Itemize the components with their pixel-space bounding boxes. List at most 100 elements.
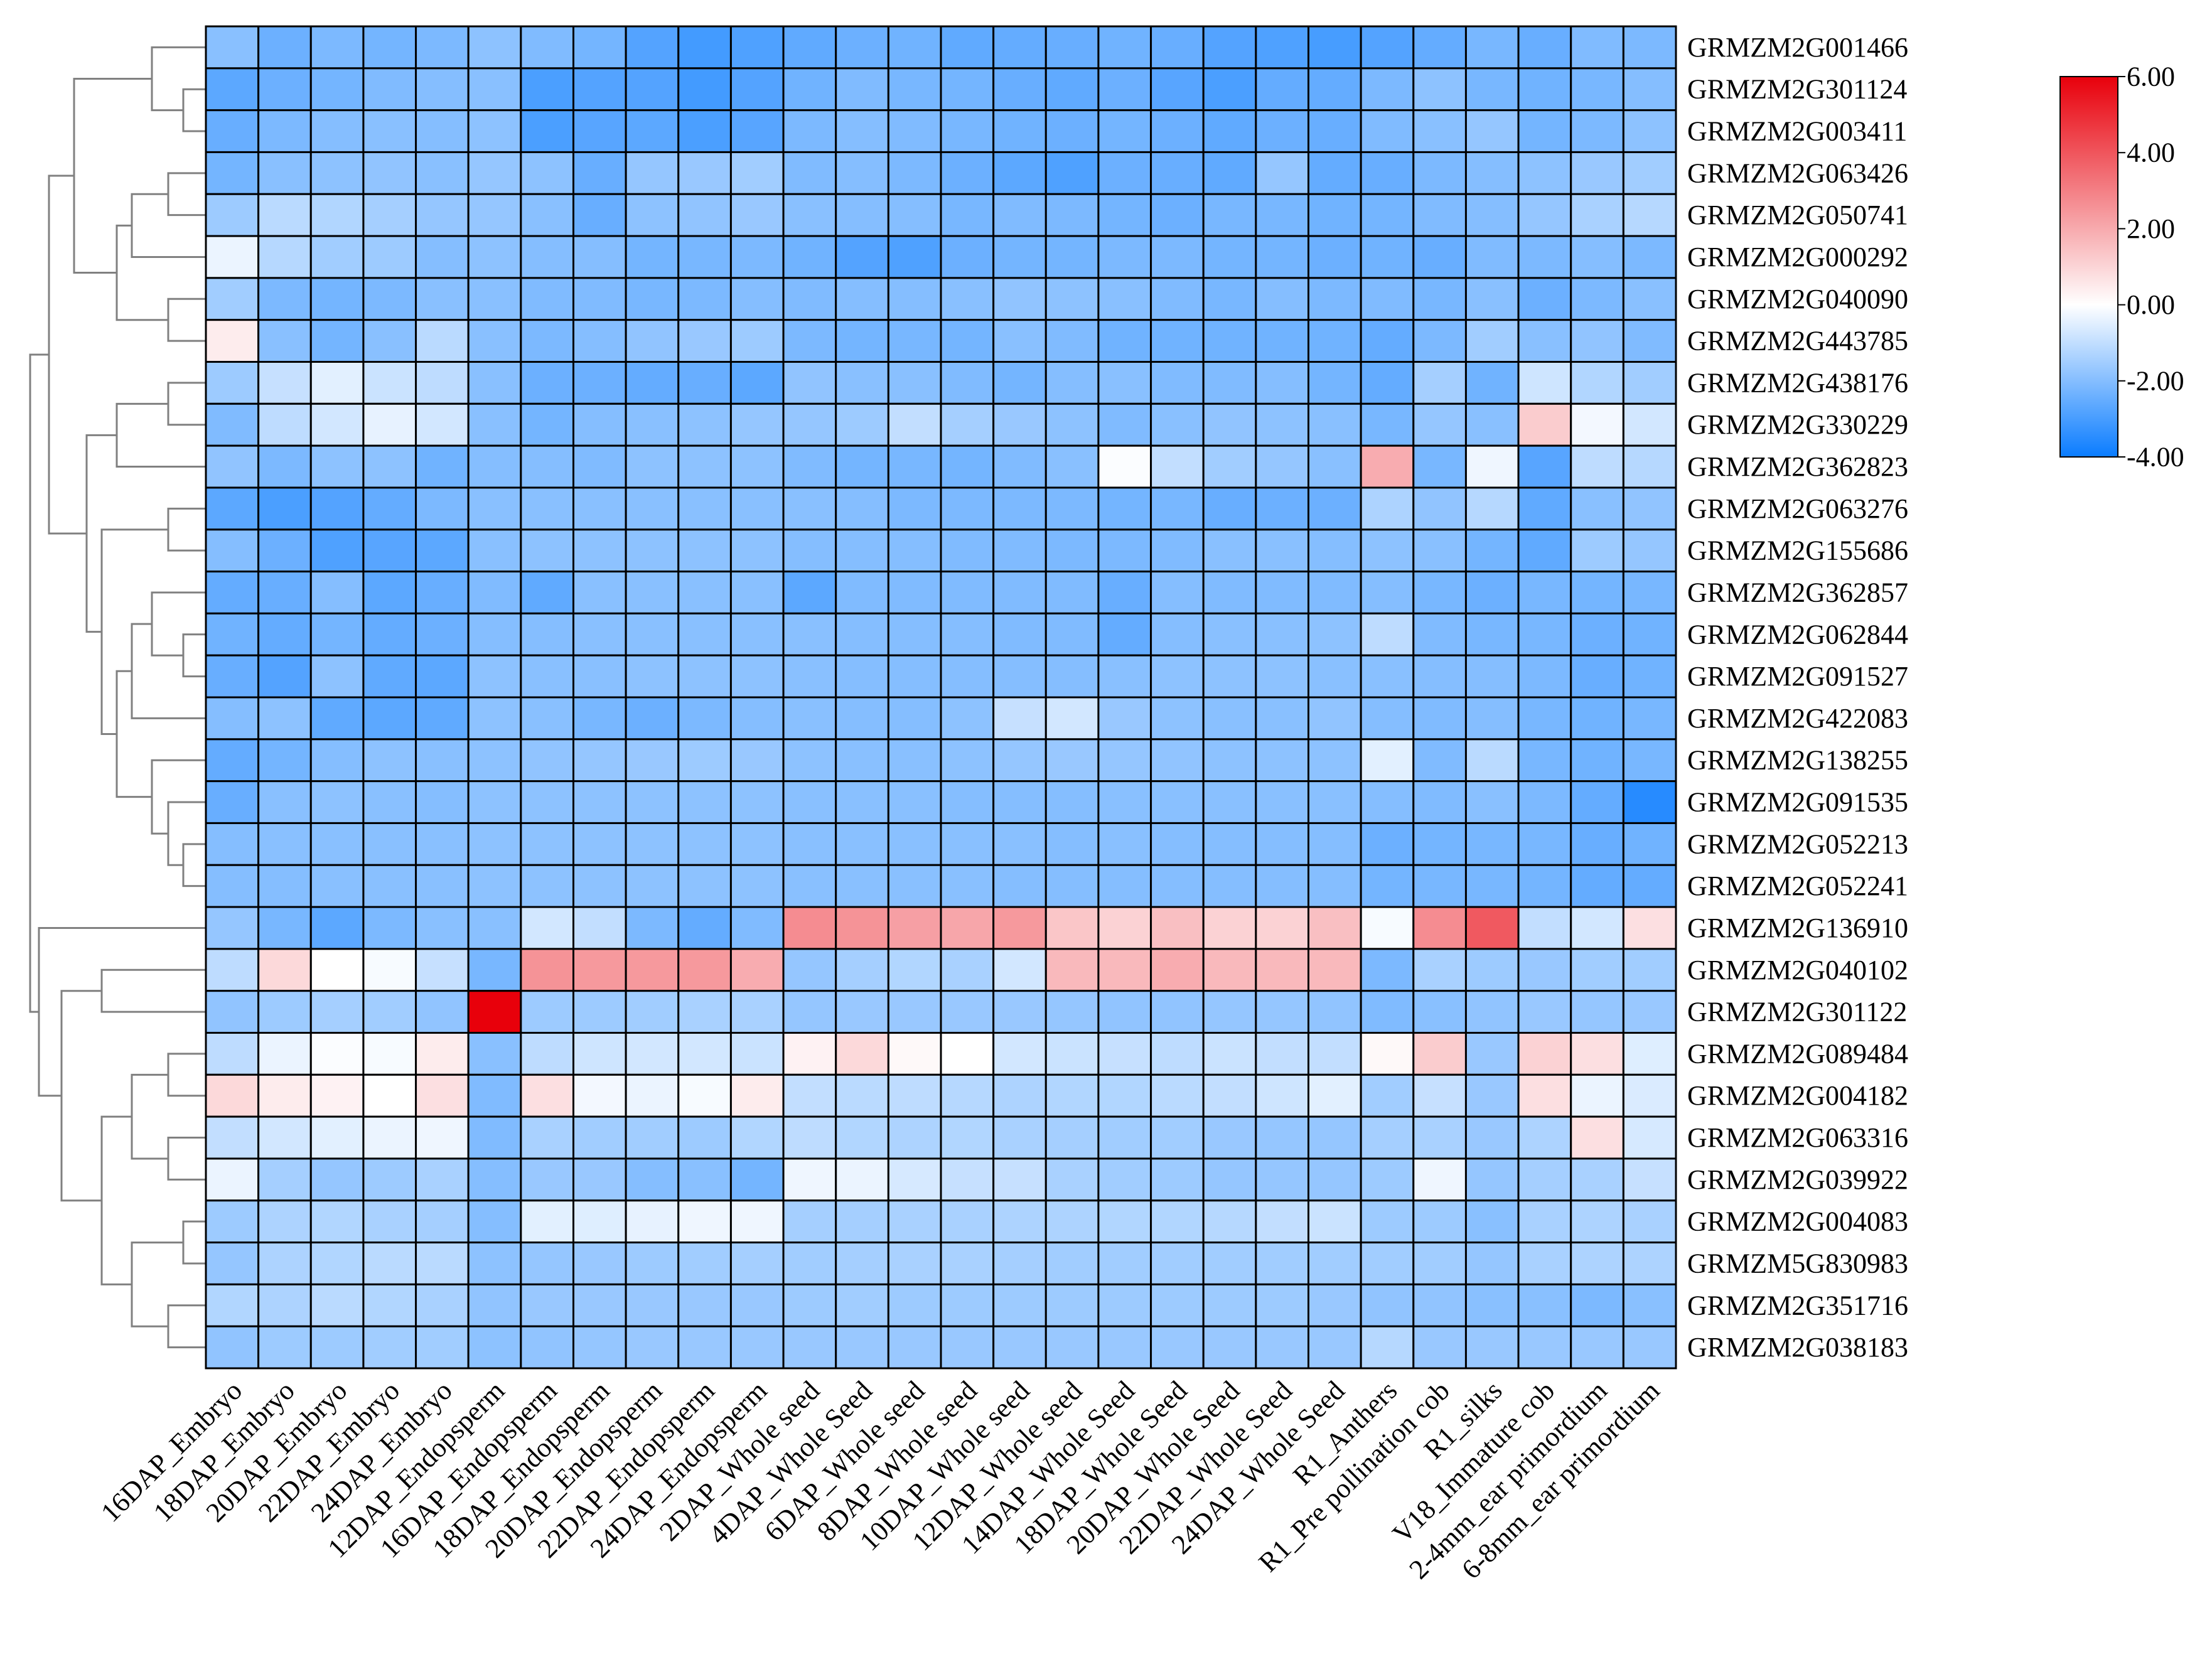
heatmap-cell (257, 1032, 312, 1076)
heatmap-cell (1360, 1325, 1415, 1370)
heatmap-cell (205, 109, 260, 153)
heatmap-cell (1412, 990, 1467, 1034)
heatmap-cell (1412, 1283, 1467, 1327)
heatmap-cell (415, 1325, 470, 1370)
heatmap-cell (1044, 906, 1100, 950)
heatmap-cell (257, 738, 312, 783)
heatmap-cell (415, 1073, 470, 1118)
heatmap-cell (1517, 486, 1572, 531)
heatmap-cell (415, 654, 470, 699)
heatmap-cell (415, 1032, 470, 1076)
heatmap-cell (1360, 1199, 1415, 1244)
heatmap-cell (992, 864, 1047, 908)
heatmap-cell (362, 654, 417, 699)
heatmap-cell (940, 1283, 995, 1327)
heatmap-cell (1622, 948, 1677, 992)
heatmap-cell (887, 486, 942, 531)
heatmap-cell (677, 612, 732, 657)
heatmap-cell (572, 109, 627, 153)
heatmap-cell (940, 864, 995, 908)
heatmap-cell (1044, 1032, 1100, 1076)
heatmap-cell (1255, 528, 1310, 573)
heatmap-cell (257, 948, 312, 992)
heatmap-cell (572, 1115, 627, 1160)
heatmap-cell (1202, 235, 1257, 279)
heatmap-cell (1622, 990, 1677, 1034)
heatmap-cell (257, 654, 312, 699)
heatmap-cell (1517, 654, 1572, 699)
heatmap-cell (1622, 1157, 1677, 1202)
heatmap-cell (1150, 1115, 1205, 1160)
heatmap-cell (835, 528, 889, 573)
heatmap-cell (572, 1241, 627, 1285)
heatmap-cell (1622, 361, 1677, 405)
heatmap-cell (415, 571, 470, 614)
heatmap-cell (572, 235, 627, 279)
heatmap-cell (887, 235, 942, 279)
heatmap-cell (1464, 444, 1520, 489)
heatmap-cell (1464, 109, 1520, 153)
heatmap-cell (362, 319, 417, 363)
row-label: GRMZM2G301124 (1687, 74, 1907, 105)
dendrogram-branch (167, 382, 206, 426)
heatmap-cell (729, 109, 785, 153)
heatmap-cell (1517, 235, 1572, 279)
row-label: GRMZM2G155686 (1687, 535, 1908, 566)
heatmap-cell (1412, 319, 1467, 363)
row-label: GRMZM2G136910 (1687, 913, 1908, 943)
heatmap-cell (1150, 654, 1205, 699)
heatmap-cell (467, 906, 522, 950)
heatmap-cell (1517, 67, 1572, 112)
heatmap-cell (1044, 612, 1100, 657)
heatmap-cell (940, 1241, 995, 1285)
heatmap-cell (782, 822, 837, 866)
heatmap-cell (887, 1115, 942, 1160)
heatmap-cell (1412, 361, 1467, 405)
heatmap-cell (205, 151, 260, 195)
heatmap-cell (467, 402, 522, 447)
heatmap-cell (257, 1241, 312, 1285)
heatmap-cell (729, 696, 785, 741)
heatmap-cell (520, 109, 574, 153)
heatmap-cell (1412, 1073, 1467, 1118)
heatmap-cell (205, 1199, 260, 1244)
heatmap-cell (1360, 696, 1415, 741)
heatmap-cell (1097, 151, 1152, 195)
row-labels: GRMZM2G001466 GRMZM2G301124 GRMZM2G003411 G… (1687, 32, 1908, 1363)
heatmap-cell (309, 193, 365, 237)
heatmap-cell (1044, 1073, 1100, 1118)
heatmap-cell (625, 1073, 680, 1118)
heatmap-cell (257, 1157, 312, 1202)
heatmap-cell (467, 990, 522, 1034)
heatmap-cell (572, 67, 627, 112)
heatmap-cell (992, 696, 1047, 741)
heatmap-cell (1044, 25, 1100, 70)
heatmap-cell (362, 1032, 417, 1076)
heatmap-cell (729, 654, 785, 699)
dendrogram-branch (115, 224, 168, 321)
heatmap-cell (1570, 1199, 1624, 1244)
row-label: GRMZM2G004182 (1687, 1080, 1908, 1111)
heatmap-cell (677, 780, 732, 824)
heatmap-cell (782, 486, 837, 531)
row-label: GRMZM2G039922 (1687, 1164, 1908, 1195)
heatmap-cell (1622, 1325, 1677, 1370)
heatmap-cell (257, 1199, 312, 1244)
heatmap-cell (1517, 1157, 1572, 1202)
row-label: GRMZM5G830983 (1687, 1248, 1908, 1279)
heatmap-cell (1307, 151, 1362, 195)
heatmap-cell (835, 571, 889, 614)
heatmap-cell (1622, 528, 1677, 573)
row-label: GRMZM2G422083 (1687, 703, 1908, 734)
heatmap-cell (940, 738, 995, 783)
heatmap-cell (467, 822, 522, 866)
heatmap-cell (729, 1157, 785, 1202)
heatmap-cell (1517, 612, 1572, 657)
heatmap-cell (467, 319, 522, 363)
heatmap-cell (1255, 1073, 1310, 1118)
heatmap-cell (1202, 151, 1257, 195)
heatmap-cell (940, 612, 995, 657)
heatmap-cell (1517, 1325, 1572, 1370)
heatmap-cell (309, 1032, 365, 1076)
heatmap-cell (205, 1157, 260, 1202)
